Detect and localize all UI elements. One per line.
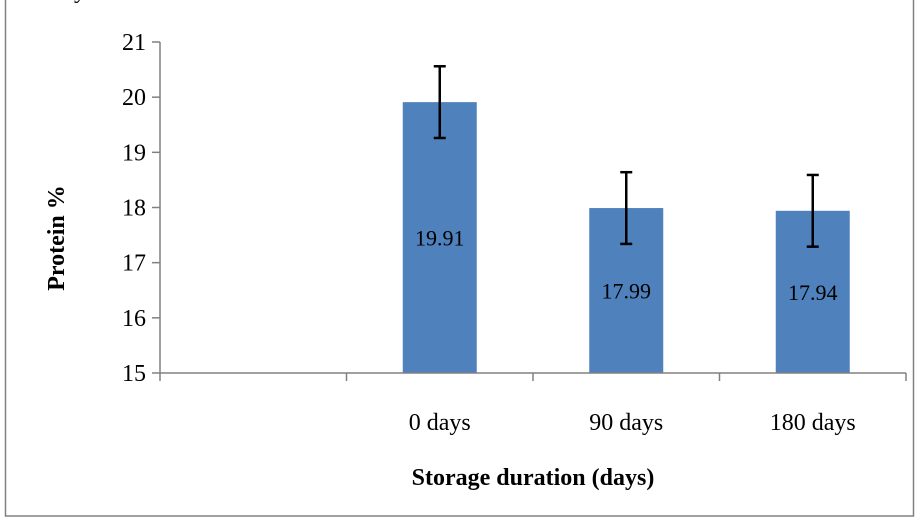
y-axis-title: Protein % xyxy=(44,185,70,291)
y-tick-label: 21 xyxy=(122,30,146,56)
x-tick-label: 180 days xyxy=(770,410,856,436)
x-axis-title: Storage duration (days) xyxy=(412,465,655,491)
cropped-top-text: by xyxy=(62,0,86,4)
y-tick-label: 20 xyxy=(122,85,146,111)
data-label: 17.99 xyxy=(602,279,652,304)
x-tick-label: 0 days xyxy=(409,410,471,436)
x-tick-label: 90 days xyxy=(589,410,663,436)
data-label: 17.94 xyxy=(788,280,838,305)
y-tick-label: 17 xyxy=(122,251,146,277)
y-tick-label: 18 xyxy=(122,196,146,222)
error-bars-group xyxy=(433,65,819,248)
data-label: 19.91 xyxy=(415,226,465,251)
data-labels-group: 19.91 17.99 17.94 xyxy=(415,226,838,305)
y-tick-label: 16 xyxy=(122,306,146,332)
y-tick-label: 19 xyxy=(122,140,146,166)
y-axis: 15 16 17 18 19 20 21 xyxy=(122,30,161,387)
y-tick-label: 15 xyxy=(122,361,146,387)
chart-frame xyxy=(4,0,915,517)
x-axis: 0 days 90 days 180 days xyxy=(159,372,907,436)
bar xyxy=(402,102,477,374)
